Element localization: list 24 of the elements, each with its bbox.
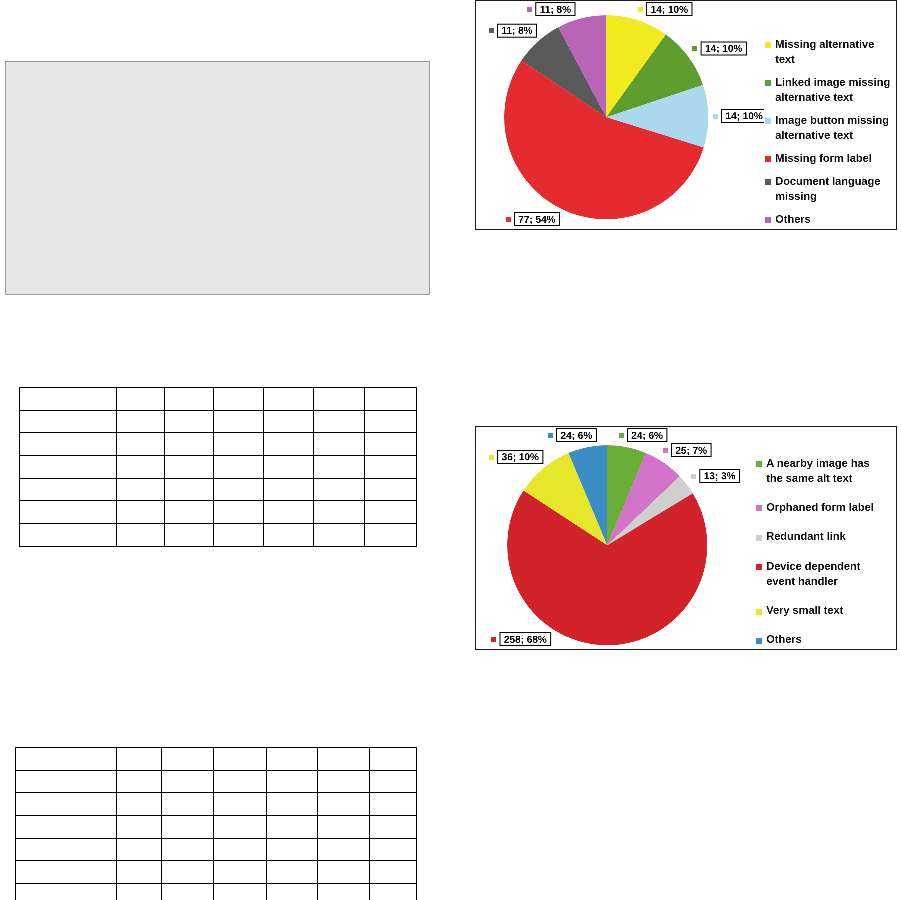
legend-label: Others	[766, 633, 802, 648]
legend-label: Device dependent event handler	[766, 560, 862, 590]
legend-label: Redundant link	[766, 530, 846, 546]
legend-label: Linked image missing alternative text	[776, 76, 892, 106]
data-label: 25; 7%	[676, 446, 708, 457]
data-label: 24; 6%	[632, 430, 664, 442]
legend-label: Missing form label	[776, 152, 872, 166]
data-label: 258; 68%	[504, 634, 548, 646]
legend-label: Orphaned form label	[766, 500, 874, 516]
data-label: 11; 8%	[540, 4, 572, 16]
legend-label: A nearby image has the same alt text	[766, 456, 872, 486]
data-label: 14; 10%	[705, 44, 743, 56]
legend-label: Document language missing	[776, 174, 882, 204]
data-label: 14; 10%	[650, 4, 688, 16]
legend-label: Image button missing alternative text	[776, 114, 890, 144]
data-label: 13; 3%	[704, 472, 736, 483]
legend-label: Very small text	[766, 604, 844, 620]
legend-label: Missing alternative text	[776, 38, 876, 68]
data-label: 24; 6%	[560, 430, 593, 442]
legend-label: Others	[776, 212, 811, 228]
data-label: 77; 54%	[518, 214, 556, 226]
data-label: 11; 8%	[502, 26, 533, 38]
data-label: 36; 10%	[502, 452, 540, 464]
data-label: 14; 10%	[726, 112, 764, 122]
